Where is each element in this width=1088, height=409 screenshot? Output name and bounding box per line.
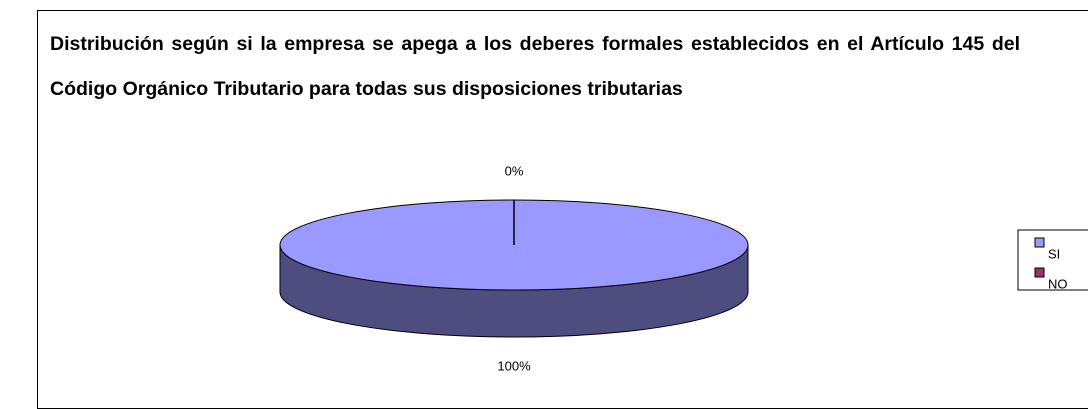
legend-label: SI [1048, 246, 1060, 261]
data-label: 100% [497, 358, 531, 373]
legend-swatch [1034, 237, 1045, 248]
legend-box [1017, 229, 1088, 291]
data-label: 0% [505, 163, 524, 178]
chart-title: Distribución según si la empresa se apeg… [50, 33, 1020, 100]
legend-label: NO [1048, 276, 1068, 291]
legend-swatch [1034, 267, 1045, 278]
